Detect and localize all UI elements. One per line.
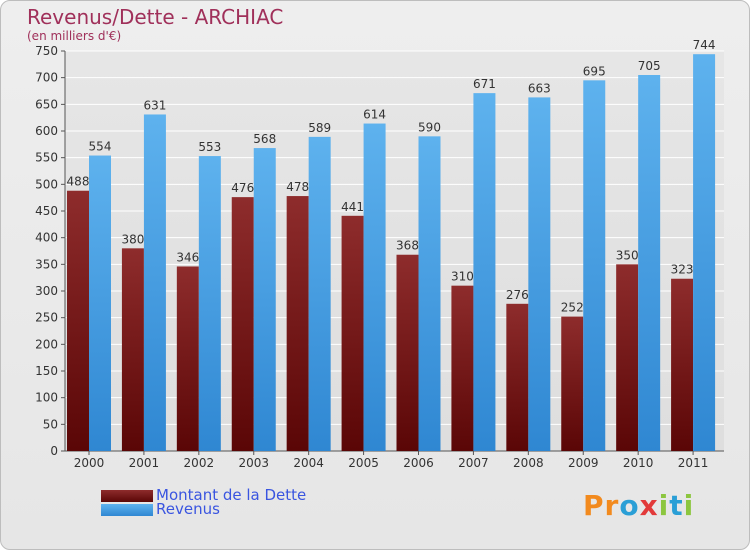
plot-area [65, 51, 724, 451]
y-tick-label: 100 [35, 391, 58, 405]
data-label-revenus: 671 [473, 77, 496, 91]
bar-dette [561, 316, 584, 451]
bar-revenus [693, 54, 716, 451]
data-label-revenus: 590 [418, 120, 441, 134]
x-tick-label: 2009 [568, 456, 599, 470]
logo-letter: t [669, 489, 684, 522]
legend-label-dette: Montant de la Dette [156, 486, 307, 504]
y-tick-label: 750 [35, 44, 58, 58]
x-tick-label: 2002 [184, 456, 215, 470]
data-label-dette: 310 [451, 270, 474, 284]
chart-title: Revenus/Dette - ARCHIAC [27, 5, 284, 29]
data-label-revenus: 744 [693, 38, 716, 52]
bar-revenus [89, 155, 111, 452]
bar-dette [451, 285, 474, 451]
bar-dette [231, 197, 254, 451]
bar-revenus [363, 123, 386, 452]
data-label-dette: 476 [231, 181, 254, 195]
data-label-revenus: 705 [638, 59, 661, 73]
data-label-dette: 350 [616, 248, 639, 262]
data-label-dette: 276 [506, 288, 529, 302]
data-label-dette: 346 [176, 250, 199, 264]
bar-dette [671, 278, 694, 451]
x-tick-label: 2001 [129, 456, 160, 470]
data-label-dette: 441 [341, 200, 364, 214]
bar-dette [341, 215, 364, 451]
bar-dette [506, 303, 529, 451]
y-tick-label: 350 [35, 257, 58, 271]
data-label-dette: 368 [396, 239, 419, 253]
data-label-dette: 252 [561, 301, 584, 315]
bar-dette [67, 190, 89, 451]
y-tick-label: 250 [35, 311, 58, 325]
y-tick-label: 550 [35, 151, 58, 165]
bar-revenus [253, 148, 276, 452]
bar-revenus [143, 114, 166, 451]
logo-letter: x [639, 489, 659, 522]
bar-revenus [418, 136, 441, 452]
data-label-dette: 380 [121, 232, 144, 246]
data-label-revenus: 554 [89, 140, 112, 154]
bar-dette [396, 254, 419, 451]
bar-dette [286, 196, 309, 451]
bar-revenus [198, 156, 221, 452]
data-label-revenus: 568 [253, 132, 276, 146]
legend-swatch-dette [101, 490, 153, 502]
legend-swatch-revenus [101, 504, 153, 516]
x-tick-label: 2003 [238, 456, 269, 470]
data-label-dette: 478 [286, 180, 309, 194]
bar-dette [121, 248, 144, 451]
logo-letter: o [619, 489, 640, 522]
legend-label-revenus: Revenus [156, 500, 220, 518]
data-label-dette: 488 [67, 175, 90, 189]
x-tick-label: 2007 [458, 456, 489, 470]
y-tick-label: 200 [35, 337, 58, 351]
x-tick-label: 2004 [293, 456, 324, 470]
x-tick-label: 2011 [678, 456, 709, 470]
x-tick-label: 2006 [403, 456, 434, 470]
bar-revenus [528, 97, 551, 452]
data-label-revenus: 695 [583, 64, 606, 78]
logo-letter: P [583, 489, 605, 522]
y-tick-label: 700 [35, 71, 58, 85]
data-label-revenus: 589 [308, 121, 331, 135]
bar-revenus [473, 93, 496, 451]
y-tick-label: 0 [50, 444, 58, 458]
y-tick-label: 150 [35, 364, 58, 378]
bar-revenus [583, 80, 606, 451]
x-tick-label: 2000 [74, 456, 105, 470]
y-tick-label: 400 [35, 231, 58, 245]
bar-revenus [308, 136, 331, 451]
logo-letter: r [604, 489, 620, 522]
data-label-revenus: 631 [143, 98, 166, 112]
logo-letter: i [658, 489, 670, 522]
x-tick-label: 2008 [513, 456, 544, 470]
data-label-revenus: 663 [528, 81, 551, 95]
x-tick-label: 2005 [348, 456, 379, 470]
bar-revenus [638, 75, 661, 451]
y-tick-label: 450 [35, 204, 58, 218]
y-tick-label: 650 [35, 97, 58, 111]
data-label-revenus: 553 [198, 140, 221, 154]
x-tick-label: 2010 [623, 456, 654, 470]
chart-subtitle: (en milliers d'€) [27, 29, 122, 43]
proxiti-logo: Proxiti [583, 489, 694, 522]
bar-dette [176, 266, 199, 451]
bar-dette [616, 264, 639, 451]
y-tick-label: 50 [43, 417, 58, 431]
y-tick-label: 300 [35, 284, 58, 298]
y-tick-label: 600 [35, 124, 58, 138]
y-tick-label: 500 [35, 177, 58, 191]
data-label-dette: 323 [671, 263, 694, 277]
logo-letter: i [683, 489, 695, 522]
data-label-revenus: 614 [363, 108, 386, 122]
